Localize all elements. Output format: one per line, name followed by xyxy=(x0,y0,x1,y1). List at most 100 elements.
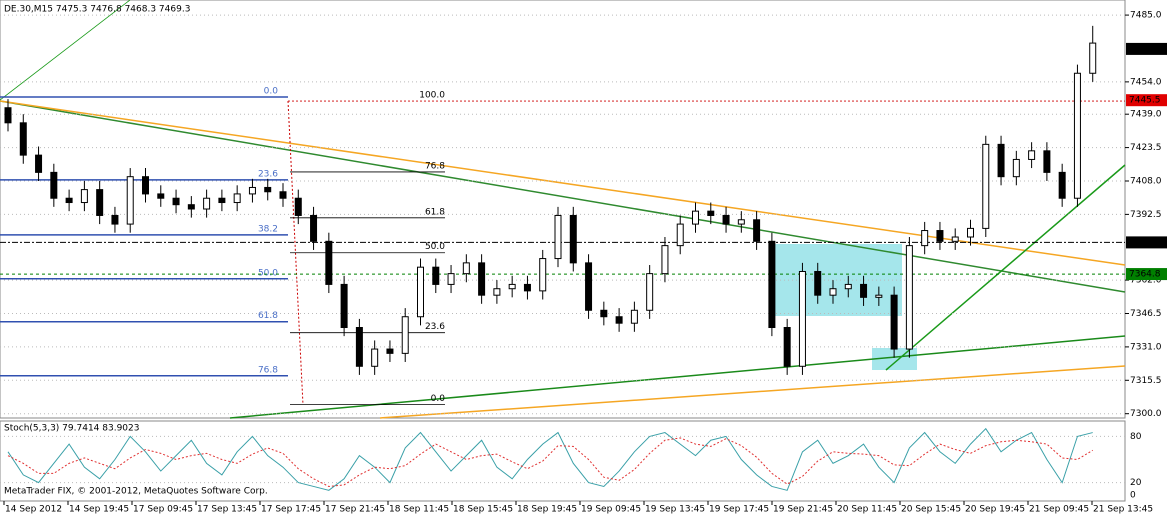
y-tick-label: 7331.0 xyxy=(1130,342,1162,352)
candle-body xyxy=(722,214,730,225)
candle-body xyxy=(753,219,761,242)
candle-body xyxy=(1028,150,1036,160)
fib-label: 50.0 xyxy=(425,242,445,252)
candle-body xyxy=(630,309,638,324)
x-tick-label: 20 Sep 19:45 xyxy=(965,505,1025,515)
fib-label: 23.6 xyxy=(425,322,445,332)
x-tick-label: 17 Sep 17:45 xyxy=(261,505,321,515)
candle-body xyxy=(707,210,715,216)
x-tick-label: 18 Sep 19:45 xyxy=(517,505,577,515)
candle-body xyxy=(569,214,577,264)
x-tick-label: 18 Sep 11:45 xyxy=(389,505,449,515)
y-tick-label: 7439.0 xyxy=(1130,110,1162,120)
candle-body xyxy=(248,186,256,195)
main-panel xyxy=(0,0,1126,419)
y-tick-label: 7392.5 xyxy=(1130,210,1162,220)
stoch-tick-label: 80 xyxy=(1130,432,1142,442)
candle-body xyxy=(355,327,363,367)
candle-body xyxy=(921,230,929,247)
trendline xyxy=(379,365,1126,419)
candle-body xyxy=(982,143,990,229)
x-tick-label: 20 Sep 11:45 xyxy=(837,505,897,515)
candle-body xyxy=(325,240,333,285)
candle-body xyxy=(447,273,455,285)
candle-body xyxy=(829,288,837,296)
candle-body xyxy=(80,189,88,204)
candle-body xyxy=(523,283,531,292)
candle-body xyxy=(126,176,134,225)
candle-body xyxy=(401,316,409,354)
trendline xyxy=(0,100,1126,293)
y-tick-label: 7454.0 xyxy=(1130,77,1162,87)
price-tag-label: 7364.8 xyxy=(1129,270,1161,280)
candle-body xyxy=(936,230,944,242)
x-tick-label: 18 Sep 15:45 xyxy=(453,505,513,515)
candle-body xyxy=(386,348,394,354)
candle-body xyxy=(50,171,58,199)
candle-body xyxy=(692,210,699,225)
x-tick-label: 21 Sep 09:45 xyxy=(1029,505,1089,515)
fib-label: 23.6 xyxy=(258,169,278,179)
price-tag xyxy=(1126,236,1167,249)
candle-body xyxy=(585,262,593,311)
candle-body xyxy=(646,273,654,311)
x-tick-label: 19 Sep 13:45 xyxy=(645,505,705,515)
price-tag xyxy=(1126,268,1167,281)
x-tick-label: 14 Sep 2012 xyxy=(5,505,62,515)
candle-body xyxy=(783,327,791,367)
y-tick-label: 7408.0 xyxy=(1130,176,1162,186)
candle-body xyxy=(294,197,302,216)
candle-body xyxy=(997,143,1005,178)
x-tick-label: 19 Sep 17:45 xyxy=(709,505,769,515)
candle-body xyxy=(172,197,180,206)
candle-body xyxy=(1043,150,1051,173)
candle-body xyxy=(478,262,486,296)
candle-body xyxy=(860,283,868,298)
x-tick-label: 17 Sep 13:45 xyxy=(197,505,257,515)
candle-body xyxy=(1058,171,1066,199)
stoch-tick-label: 20 xyxy=(1130,478,1142,488)
candle-body xyxy=(432,266,440,285)
price-tag-label: 7469.3 xyxy=(1129,44,1161,54)
fib-label: 0.0 xyxy=(264,86,279,96)
candle-body xyxy=(600,309,608,318)
candle-body xyxy=(676,223,684,247)
candle-body xyxy=(142,176,149,195)
price-tag-label: 7379.5 xyxy=(1129,238,1161,248)
candle-body xyxy=(233,193,241,204)
x-tick-label: 14 Sep 19:45 xyxy=(69,505,129,515)
candle-body xyxy=(905,245,913,350)
candle-body xyxy=(65,197,73,204)
dynamic: 7485.0 7454.0 7439.0 7423.5 7408.0 7392.5 7362… xyxy=(0,11,1167,515)
candle-body xyxy=(615,316,623,324)
candle-body xyxy=(19,122,27,156)
x-tick-label: 17 Sep 21:45 xyxy=(325,505,385,515)
fib-label: 38.2 xyxy=(258,224,278,234)
x-tick-label: 19 Sep 09:45 xyxy=(581,505,641,515)
candle-body xyxy=(187,204,195,210)
candle-body xyxy=(96,189,104,216)
candle-body xyxy=(462,262,470,275)
stoch-line xyxy=(7,437,1093,487)
price-tag xyxy=(1126,94,1167,107)
fib-label: 61.8 xyxy=(258,311,278,321)
candle-body xyxy=(111,214,119,225)
candle-body xyxy=(279,191,287,199)
y-tick-label: 7423.5 xyxy=(1130,143,1162,153)
candle-body xyxy=(157,193,165,199)
chart-title: DE.30,M15 7475.3 7476.8 7468.3 7469.3 xyxy=(4,5,190,15)
stoch-panel xyxy=(0,420,1126,502)
candle-body xyxy=(35,154,43,173)
fib-label: 100.0 xyxy=(419,91,445,101)
y-tick-label: 7485.0 xyxy=(1130,11,1162,21)
candle-body xyxy=(737,219,745,225)
candle-body xyxy=(967,227,974,238)
candle-body xyxy=(951,236,959,242)
candle-body xyxy=(310,214,318,242)
candle-body xyxy=(417,266,424,318)
candle-body xyxy=(875,294,883,298)
candle-body xyxy=(371,348,379,367)
fib-label: 0.0 xyxy=(431,394,446,404)
candle-body xyxy=(218,197,226,204)
